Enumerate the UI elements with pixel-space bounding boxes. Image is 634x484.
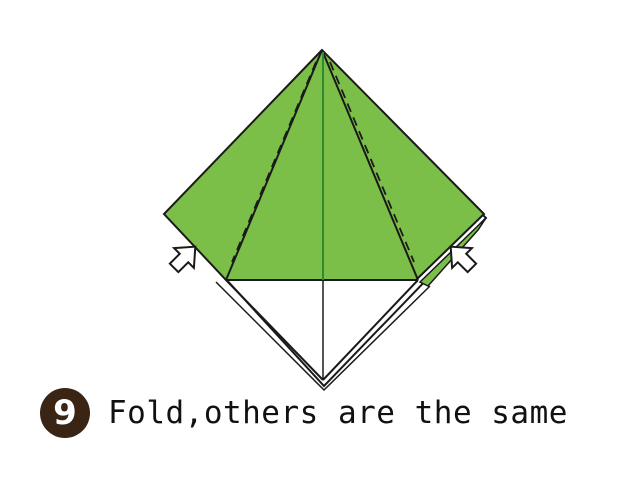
valley-fold-right (329, 61, 415, 263)
lower-right-edge (322, 279, 419, 381)
step-caption: 9 Fold,others are the same (40, 388, 568, 438)
fold-line-left (225, 49, 323, 281)
step-instruction: Fold,others are the same (108, 395, 568, 431)
valley-fold-left (231, 61, 317, 263)
step-number-badge: 9 (40, 388, 90, 438)
push-arrow-icon (168, 245, 197, 274)
push-arrow-icon (449, 245, 478, 274)
fold-line-right (321, 49, 419, 281)
lower-outer-edge (215, 281, 431, 392)
lower-left-edge (225, 279, 324, 381)
